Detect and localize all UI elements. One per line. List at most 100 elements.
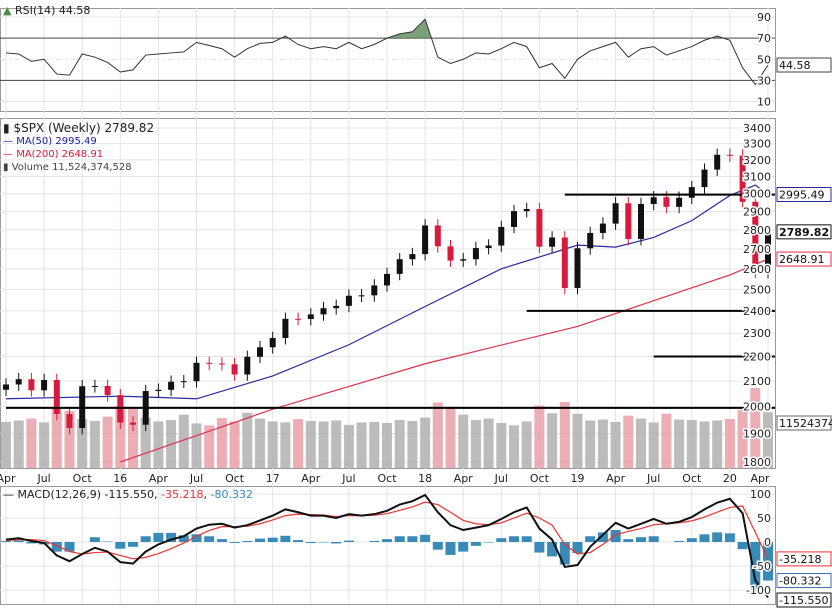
candle-body xyxy=(599,223,606,233)
macd-histogram-bar xyxy=(255,538,265,542)
price-tick-label: 2400 xyxy=(743,305,771,318)
price-tick-label: 2200 xyxy=(743,351,771,364)
ma200-last-label-box xyxy=(776,251,832,267)
volume-bar xyxy=(712,420,723,468)
candle-body xyxy=(422,225,429,255)
candle-body xyxy=(15,379,22,385)
price-tick-label: 3000 xyxy=(743,188,771,201)
volume-bar xyxy=(699,421,710,468)
macd-histogram-bar xyxy=(420,534,431,542)
volume-icon: ▮ xyxy=(3,162,9,173)
macd-signal-last-label: -35.218 xyxy=(779,553,821,566)
candle-body xyxy=(333,305,340,309)
macd-histogram-bar xyxy=(51,542,62,552)
macd-histogram-bar xyxy=(382,539,392,542)
candle-body xyxy=(612,203,619,224)
candle-body xyxy=(676,197,683,207)
macd-histogram-bar xyxy=(763,542,773,581)
macd-histogram-bar xyxy=(686,538,697,542)
price-legend-symbol: ▮ $SPX (Weekly) 2789.82 xyxy=(3,121,154,135)
macd-histogram-bar xyxy=(534,542,545,553)
volume-bar xyxy=(737,409,748,468)
candle-body xyxy=(41,379,48,391)
x-tick-label: Oct xyxy=(225,472,245,485)
candle-body xyxy=(269,338,276,348)
volume-bar xyxy=(509,425,519,468)
macd-histogram-bar xyxy=(750,542,761,590)
candle-body xyxy=(371,285,378,296)
volume-bar xyxy=(470,420,481,468)
price-tick-label: 2700 xyxy=(743,243,771,256)
price-tick-label: 2900 xyxy=(743,206,771,219)
candle-body xyxy=(358,295,365,297)
candle-body xyxy=(130,422,136,425)
x-tick-label: 16 xyxy=(113,472,127,485)
candle-body xyxy=(320,308,327,315)
candle-body xyxy=(3,384,9,390)
candle-body xyxy=(384,273,390,286)
candle-body xyxy=(765,231,771,272)
ma200-legend: — MA(200) 2648.91 xyxy=(3,149,104,160)
ma50-line xyxy=(5,184,769,400)
volume-bar xyxy=(610,421,621,468)
macd-histogram-bar xyxy=(64,542,75,552)
macd-histogram-bar xyxy=(216,539,227,542)
volume-bar xyxy=(115,405,126,468)
price-tick-label: 2000 xyxy=(743,401,771,414)
volume-bar xyxy=(343,424,354,468)
x-tick-label: Jul xyxy=(494,472,508,485)
macd-histogram-bar xyxy=(394,536,405,542)
ma200-last-label: 2648.91 xyxy=(779,253,825,266)
macd-hist-last-label-box xyxy=(776,573,832,589)
macd-histogram-bar xyxy=(509,536,519,542)
candle-body xyxy=(104,385,111,396)
volume-bar xyxy=(13,420,24,468)
volume-bar xyxy=(140,417,151,468)
macd-hist-last-label: -80.332 xyxy=(779,575,821,588)
volume-bar xyxy=(128,408,138,468)
candle-body xyxy=(638,203,644,240)
candle-body xyxy=(244,356,251,375)
volume-bar xyxy=(534,405,545,468)
volume-bar xyxy=(763,412,773,468)
macd-histogram-bar xyxy=(610,530,621,542)
volume-bar xyxy=(674,419,685,468)
candle-body xyxy=(257,347,263,357)
macd-histogram-bar xyxy=(178,535,189,542)
candle-body xyxy=(523,208,530,212)
macd-tick-label: 50 xyxy=(757,512,771,525)
volume-bar xyxy=(64,410,75,468)
volume-axis-label-box xyxy=(776,415,832,431)
volume-bar xyxy=(496,422,507,468)
macd-histogram-bar xyxy=(699,534,710,542)
volume-bar xyxy=(369,421,380,468)
candle-body xyxy=(587,232,594,249)
x-tick-label: Jul xyxy=(341,472,355,485)
volume-bar xyxy=(445,406,456,468)
macd-histogram-bar xyxy=(712,532,723,542)
macd-histogram-bar xyxy=(13,540,24,542)
volume-bar xyxy=(597,419,608,468)
candle-body xyxy=(460,259,467,261)
macd-histogram-bar xyxy=(280,535,291,542)
x-tick-label: Apr xyxy=(606,472,626,485)
price-tick-label: 3100 xyxy=(743,170,771,183)
macd-histogram-bar xyxy=(636,537,646,542)
candle-body xyxy=(574,248,581,288)
volume-bar xyxy=(204,425,215,468)
macd-histogram-bar xyxy=(204,536,215,542)
macd-histogram-bar xyxy=(166,532,177,542)
ma200-label: MA(200) 2648.91 xyxy=(16,149,104,160)
macd-histogram-bar xyxy=(496,538,507,542)
macd-histogram-bar xyxy=(343,540,354,542)
rsi-legend: ▲ RSI(14) 44.58 xyxy=(3,4,90,17)
macd-histogram-bar xyxy=(153,532,164,542)
volume-bar xyxy=(585,420,596,468)
candle-body xyxy=(688,187,695,198)
candle-body xyxy=(650,197,657,204)
rsi-label: RSI(14) 44.58 xyxy=(14,4,91,17)
volume-bar xyxy=(77,419,88,468)
candle-body xyxy=(180,381,187,383)
